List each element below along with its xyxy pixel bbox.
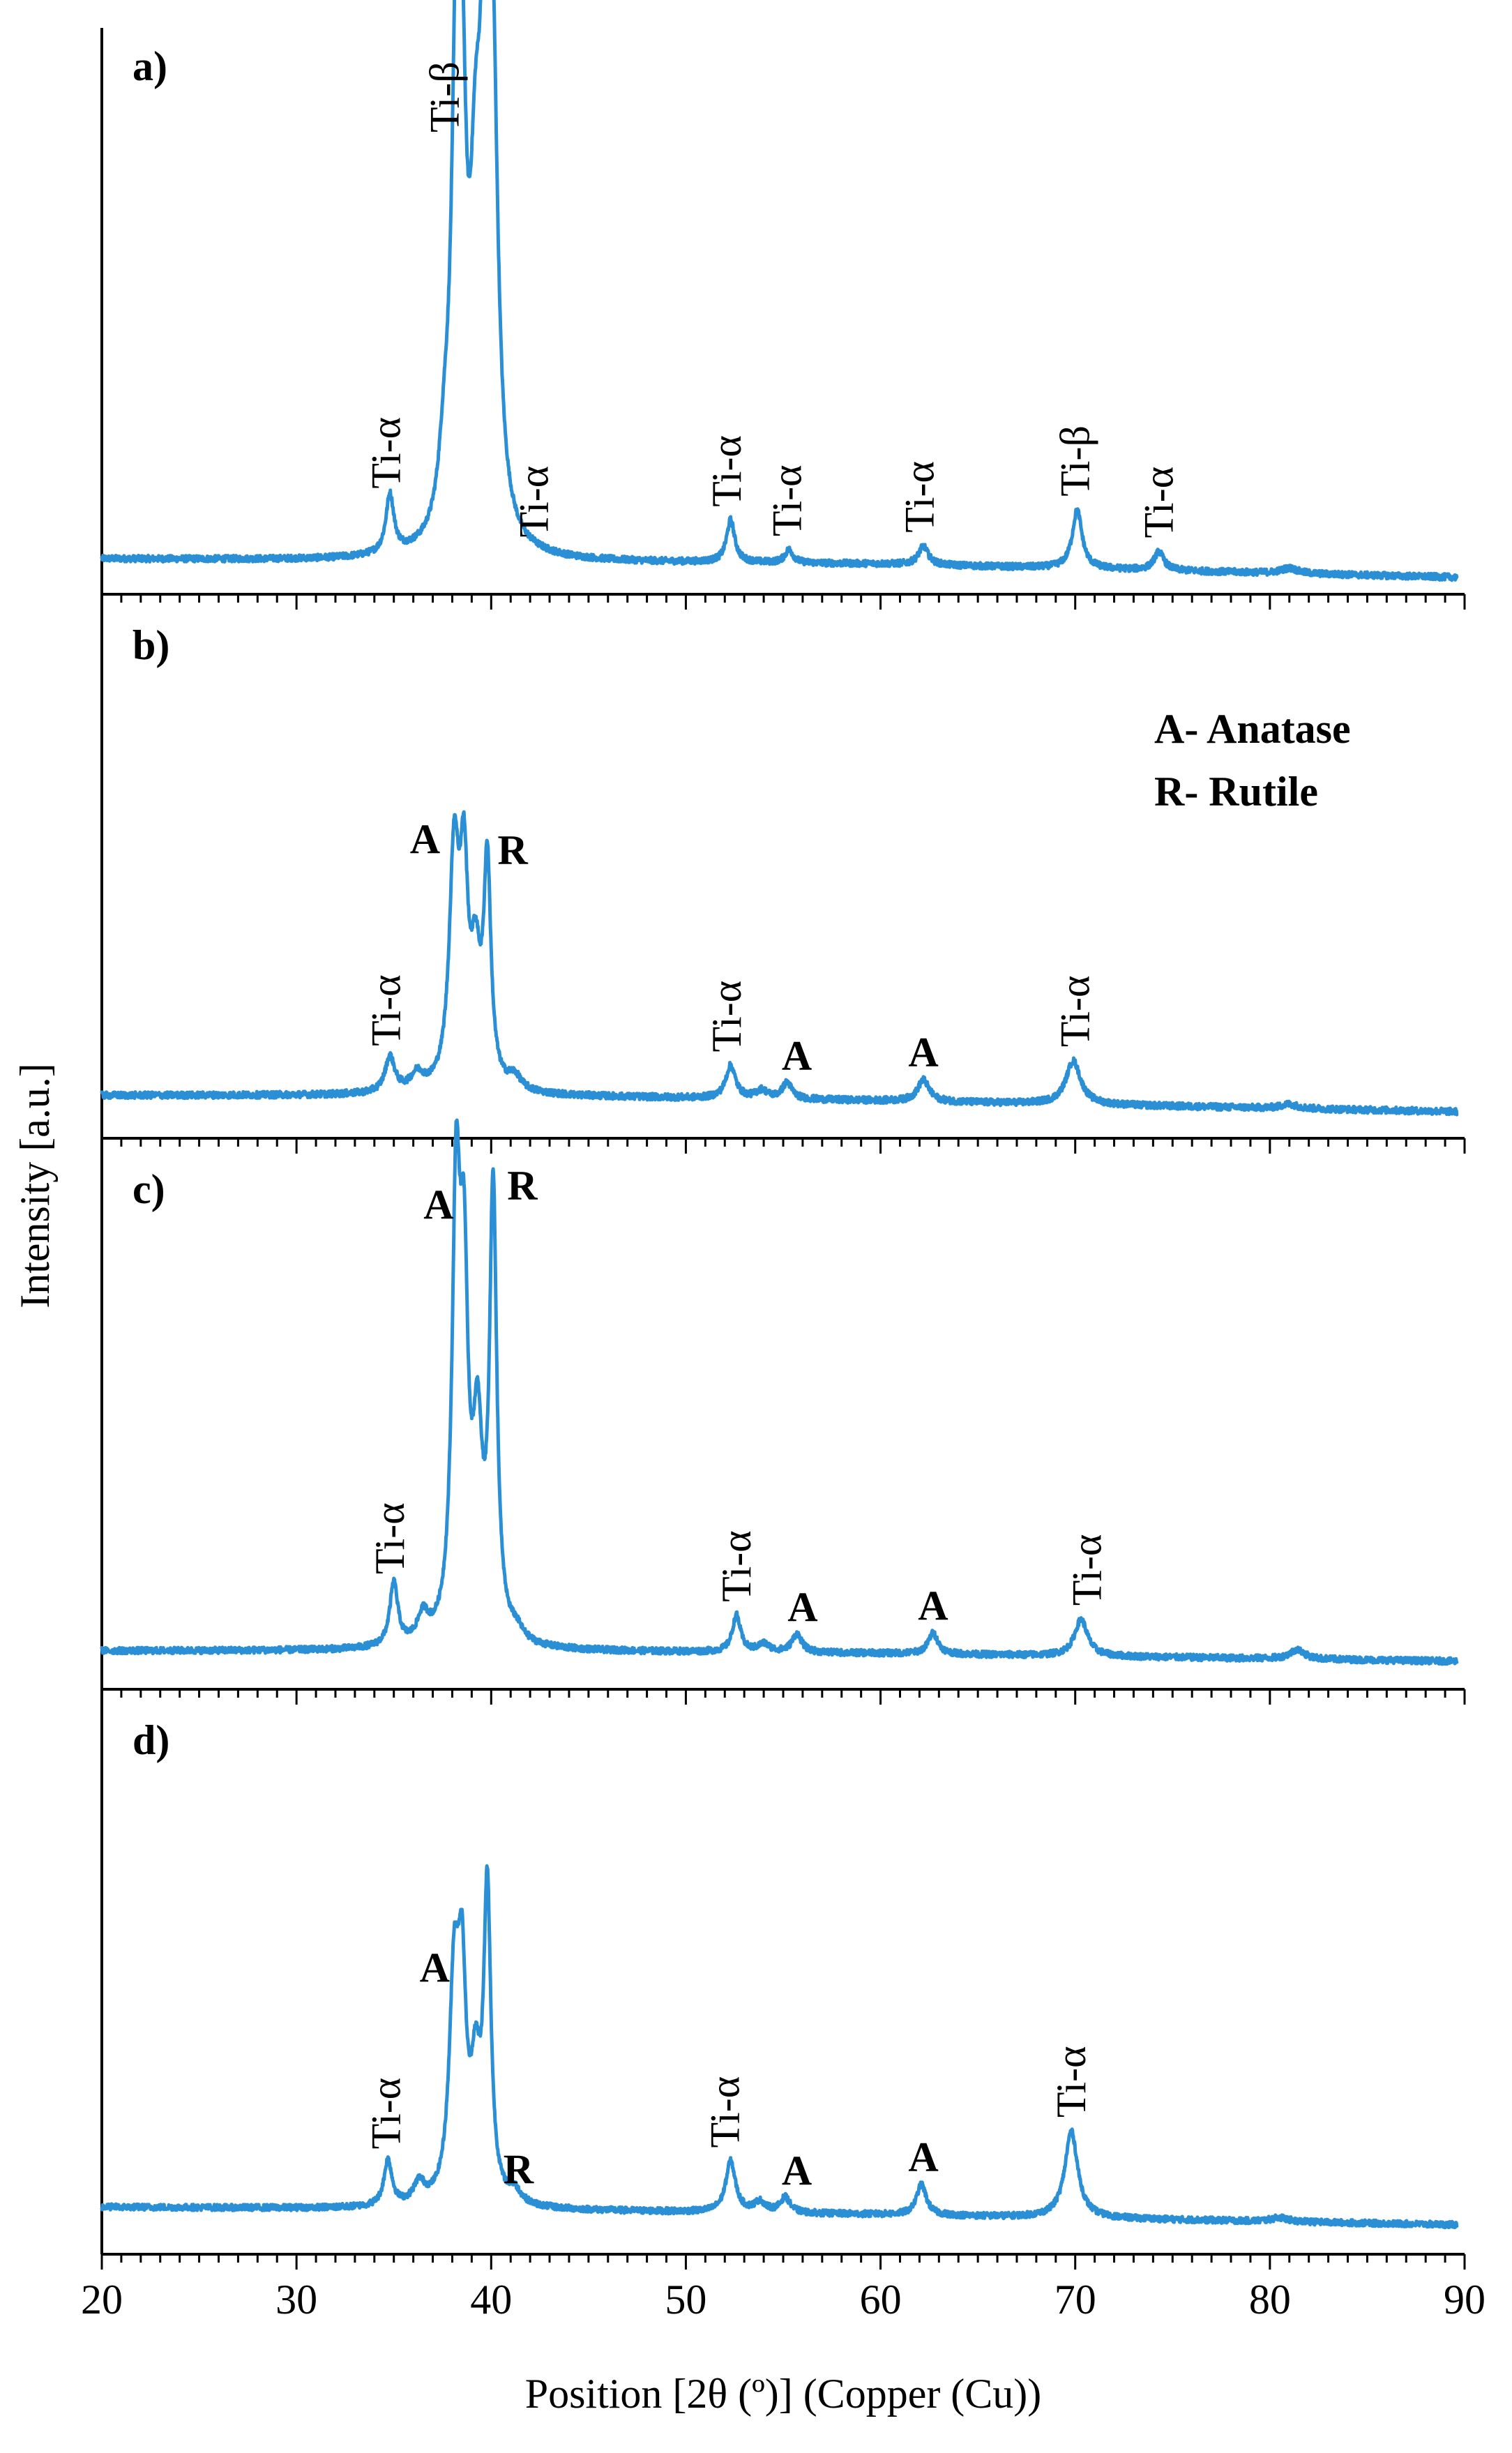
panel-c: c) Ti-α A R Ti-α A A Ti-α — [100, 1118, 1466, 1705]
legend-anatase: A- Anatase — [1154, 706, 1351, 752]
peak-label-anatase: A — [423, 1182, 453, 1228]
peak-label-rutile: R — [504, 2146, 534, 2192]
peak-label-ti: Ti-α — [363, 974, 409, 1046]
peak-label-anatase: A — [787, 1584, 817, 1630]
spectrum-line — [100, 1864, 1459, 2230]
peak-label-anatase: A — [420, 1945, 450, 1991]
panel-d: d) Ti-α A R Ti-α A A Ti-α — [100, 1717, 1466, 2270]
x-tick-label: 30 — [275, 2277, 317, 2323]
panels-group: a) Ti-α Ti-β Ti-α Ti-α Ti-α Ti-α Ti-β Ti-α b) Ti-α… — [100, 0, 1466, 2270]
panel-label: b) — [133, 622, 169, 668]
y-axis-label: Intensity [a.u.] — [12, 1063, 58, 1308]
peak-label-ti: Ti-α — [1052, 976, 1098, 1048]
peak-label-ti: Ti-α — [704, 435, 750, 507]
panel-a: a) Ti-α Ti-β Ti-α Ti-α Ti-α Ti-α Ti-β Ti-α — [100, 0, 1466, 610]
spectrum-line — [100, 0, 1459, 582]
peak-label-ti: Ti-α — [1136, 467, 1182, 538]
panel-label: c) — [133, 1166, 165, 1212]
x-tick-label: 60 — [860, 2277, 902, 2323]
peak-label-ti: Ti-α — [363, 417, 409, 489]
peak-label-ti: Ti-α — [1064, 1534, 1110, 1606]
peak-label-ti: Ti-α — [713, 1530, 759, 1602]
peak-label-anatase: A — [908, 2134, 938, 2180]
peak-label-ti: Ti-β — [1052, 425, 1098, 497]
x-tick-label: 40 — [470, 2277, 512, 2323]
peak-label-ti: Ti-β — [421, 61, 467, 133]
x-tick-label: 90 — [1444, 2277, 1485, 2323]
peak-label-anatase: A — [782, 1032, 812, 1078]
panel-b: b) Ti-α A R Ti-α A A Ti-α — [100, 622, 1466, 1154]
x-tick-label: 20 — [81, 2277, 123, 2323]
peak-label-ti: Ti-α — [764, 465, 810, 536]
peak-label-anatase: A — [410, 816, 440, 862]
panel-label: d) — [133, 1717, 169, 1763]
peak-label-ti: Ti-α — [704, 981, 750, 1052]
panel-label: a) — [133, 43, 167, 89]
x-tick-label: 80 — [1249, 2277, 1291, 2323]
peak-label-ti: Ti-α — [363, 2078, 409, 2150]
x-axis-label: Position [2θ (º)] (Copper (Cu)) — [525, 2371, 1042, 2417]
peak-label-anatase: A — [908, 1029, 938, 1075]
spectrum-line — [100, 1118, 1459, 1666]
x-tick-label: 50 — [665, 2277, 706, 2323]
peak-label-ti: Ti-α — [1048, 2046, 1094, 2118]
peak-label-anatase: A — [782, 2148, 812, 2194]
peak-label-ti: Ti-α — [896, 461, 942, 533]
legend-rutile: R- Rutile — [1154, 769, 1318, 815]
peak-label-anatase: A — [918, 1583, 948, 1629]
peak-label-rutile: R — [507, 1163, 538, 1209]
peak-label-ti: Ti-α — [702, 2076, 748, 2148]
peak-label-rutile: R — [497, 827, 528, 873]
x-tick-labels-group: 20 30 40 50 60 70 80 90 — [81, 2277, 1485, 2323]
x-tick-label: 70 — [1054, 2277, 1096, 2323]
spectrum-line — [100, 810, 1459, 1117]
peak-label-ti: Ti-α — [367, 1502, 413, 1574]
peak-label-ti: Ti-α — [511, 466, 557, 538]
